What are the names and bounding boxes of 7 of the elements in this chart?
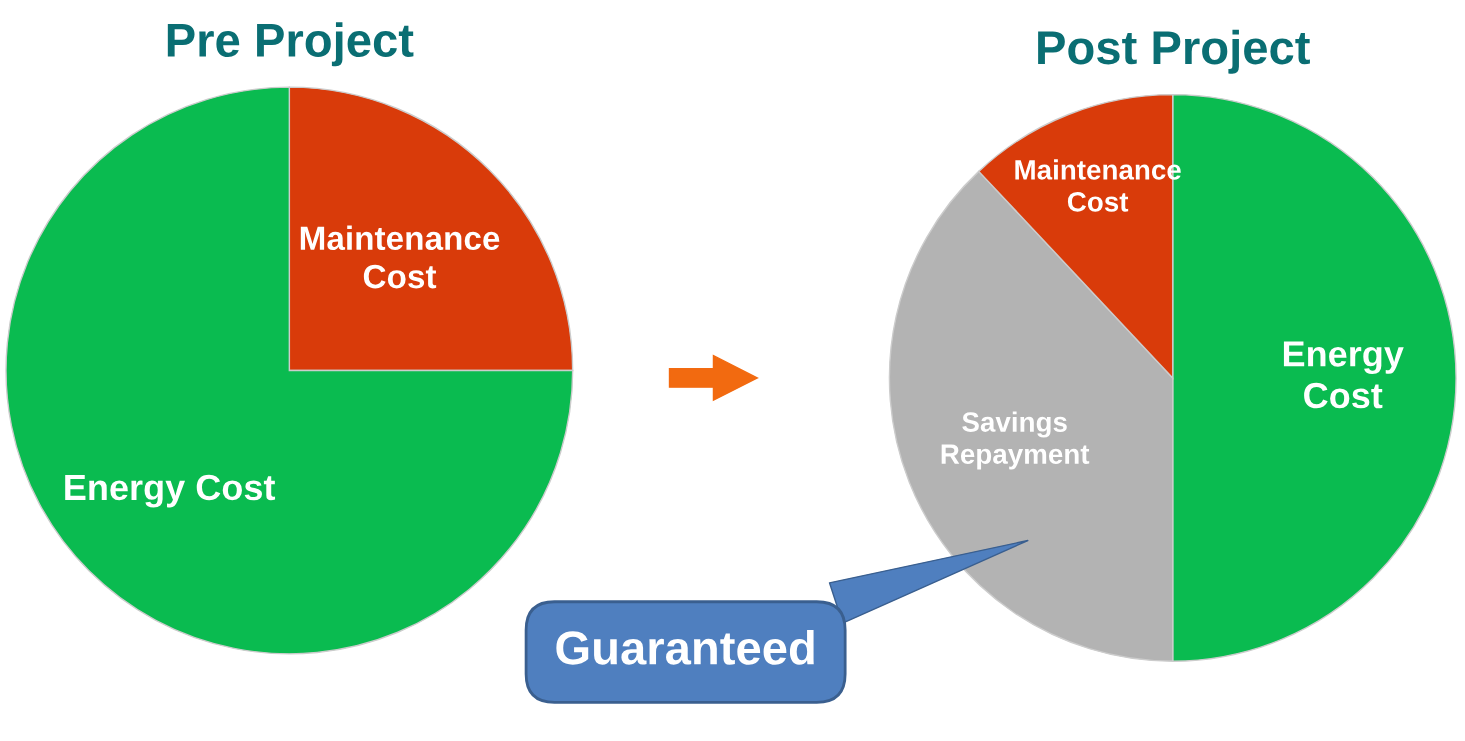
slice-label: Energy Cost <box>1283 341 1404 409</box>
slice-label: Energy Cost <box>65 474 276 508</box>
slice-label: Maintenance Cost <box>300 225 500 289</box>
chart-title: Pre Project <box>167 22 414 67</box>
slice-label: Savings Repayment <box>941 411 1090 470</box>
chart-title: Post Project <box>1038 29 1310 74</box>
text: Guaranteed <box>556 630 814 665</box>
